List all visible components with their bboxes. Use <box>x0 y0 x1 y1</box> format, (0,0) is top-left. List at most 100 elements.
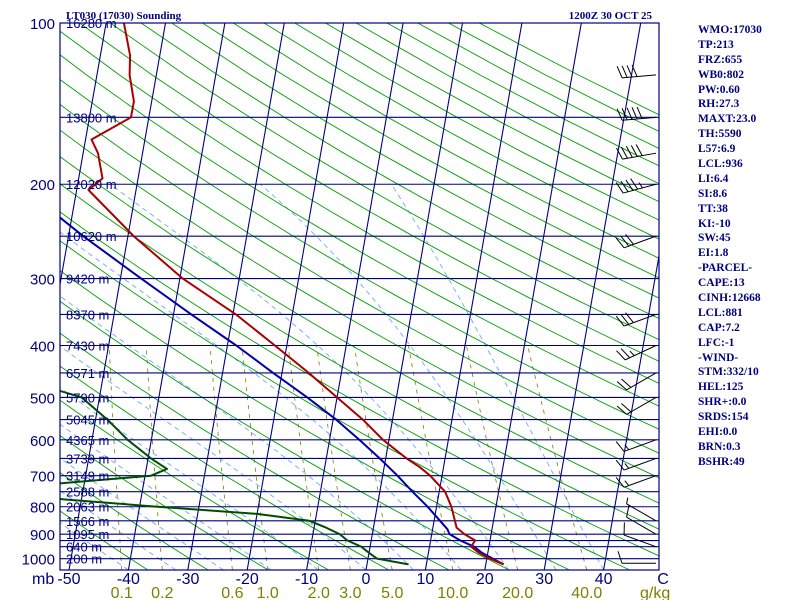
temperature-tick-label: 10 <box>416 571 434 588</box>
wind-barb <box>616 144 657 160</box>
pressure-tick-label: 500 <box>30 390 55 407</box>
pressure-tick-label: 700 <box>30 469 55 486</box>
mixing-ratio-line <box>527 345 588 570</box>
wind-barb <box>615 312 657 327</box>
height-label: 1095 m <box>66 527 109 542</box>
dry-adiabat-line <box>60 78 659 430</box>
dry-adiabat-line <box>60 510 149 570</box>
mixing-ratio-label: 0.2 <box>151 585 173 600</box>
plot-frame <box>59 22 660 571</box>
parcel-trace <box>60 216 505 566</box>
param-item: STM:332/10 <box>698 366 759 379</box>
dry-adiabat-line <box>171 23 659 299</box>
mixing-ratio-label: 3.0 <box>339 585 361 600</box>
moist-adiabat-line <box>60 295 414 570</box>
dry-adiabat-line <box>60 240 630 570</box>
pressure-axis-label: mb <box>32 571 54 588</box>
param-item: EHI:0.0 <box>698 426 738 439</box>
temperature-tick-label: -50 <box>57 571 80 588</box>
dry-adiabat-line <box>60 399 329 570</box>
dry-adiabat-line <box>79 23 659 362</box>
height-label: 7430 m <box>66 338 109 353</box>
profiles <box>60 23 505 566</box>
wind-barb <box>617 551 656 564</box>
wind-barb <box>615 457 657 471</box>
mixing-ratio-line <box>466 345 519 570</box>
mixing-ratio-line <box>353 345 393 570</box>
isotherm-line <box>127 23 226 570</box>
title-left: LT030 (17030) Sounding <box>66 10 182 22</box>
temperature-tick-label: -40 <box>117 571 140 588</box>
temperature-tick-label: -20 <box>236 571 259 588</box>
isotherm-line <box>187 23 285 570</box>
param-item: EI:1.8 <box>698 247 729 260</box>
dry-adiabat-line <box>60 129 659 479</box>
dry-adiabat-line <box>60 54 659 407</box>
mixing-ratio-lines <box>108 345 588 570</box>
title-right: 1200Z 30 OCT 25 <box>569 10 653 22</box>
param-item: WB0:802 <box>698 68 744 81</box>
param-item: TH:5590 <box>698 128 742 141</box>
param-item: SW:45 <box>698 232 731 245</box>
wind-barb <box>616 345 657 361</box>
isotherm-line <box>424 23 523 570</box>
dry-adiabat-line <box>60 300 510 570</box>
height-label: 16280 m <box>66 16 117 31</box>
dry-adiabat-line <box>110 23 659 341</box>
param-item: FRZ:655 <box>698 53 743 66</box>
height-label: 2588 m <box>66 485 109 500</box>
param-item: HEL:125 <box>698 381 744 394</box>
param-item: WMO:17030 <box>698 24 762 36</box>
param-item: LI:6.4 <box>698 172 729 185</box>
moist-adiabat-line <box>60 387 319 570</box>
param-item: SRDS:154 <box>698 411 749 424</box>
sounding-parameters: WMO:17030 TP:213 FRZ:655 WB0:802 PW:0.60 RH:2… <box>698 23 762 470</box>
temperature-tick-label: 30 <box>535 571 553 588</box>
temperature-tick-label: 20 <box>476 571 494 588</box>
height-label: 6571 m <box>66 366 109 381</box>
dry-adiabat-line <box>60 211 659 557</box>
isotherm-line <box>60 23 107 288</box>
height-label: 8370 m <box>66 307 109 322</box>
isotherm-line <box>246 23 345 570</box>
pressure-tick-label: 600 <box>30 433 55 450</box>
temperature-tick-label: -10 <box>295 571 318 588</box>
param-item: -PARCEL- <box>698 262 753 275</box>
temperature-tick-label: -30 <box>176 571 199 588</box>
param-item: L57:6.9 <box>698 143 736 156</box>
height-label: 640 m <box>66 540 102 555</box>
dry-adiabat-line <box>60 269 570 570</box>
pressure-tick-label: 200 <box>30 177 55 194</box>
param-item: TP:213 <box>698 38 734 51</box>
wind-barb <box>626 504 657 535</box>
pressure-tick-label: 1000 <box>22 552 55 569</box>
wind-barb <box>623 522 657 548</box>
dry-adiabat-line <box>60 103 659 454</box>
param-item: RH:27.3 <box>698 98 740 111</box>
moist-adiabat-line <box>60 231 462 570</box>
mixing-ratio-label: 10.0 <box>437 585 468 600</box>
moist-adiabat-line <box>260 183 557 570</box>
height-label: 9420 m <box>66 272 109 287</box>
temperature-tick-label: 40 <box>595 571 613 588</box>
height-label: 200 m <box>66 552 102 567</box>
dewpoint-trace <box>60 389 409 566</box>
isotherm-line <box>603 252 659 570</box>
height-label: 3149 m <box>66 469 109 484</box>
param-item: BSHR:49 <box>698 455 745 468</box>
param-item: PW:0.60 <box>698 83 740 96</box>
mixing-ratio-label: 40.0 <box>571 585 602 600</box>
wind-barb <box>616 372 657 391</box>
param-item: SI:8.6 <box>698 187 728 200</box>
isotherm-line <box>365 23 464 570</box>
pressure-tick-label: 900 <box>30 527 55 544</box>
pressure-tick-label: 400 <box>30 338 55 355</box>
param-item: CAPE:13 <box>698 277 745 290</box>
temperature-trace <box>87 23 504 566</box>
mixing-ratio-label: 20.0 <box>502 585 533 600</box>
wind-barb <box>616 106 657 121</box>
temperature-tick-label: 0 <box>362 571 371 588</box>
dry-adiabat-line <box>60 183 659 530</box>
wind-barb <box>626 497 657 522</box>
